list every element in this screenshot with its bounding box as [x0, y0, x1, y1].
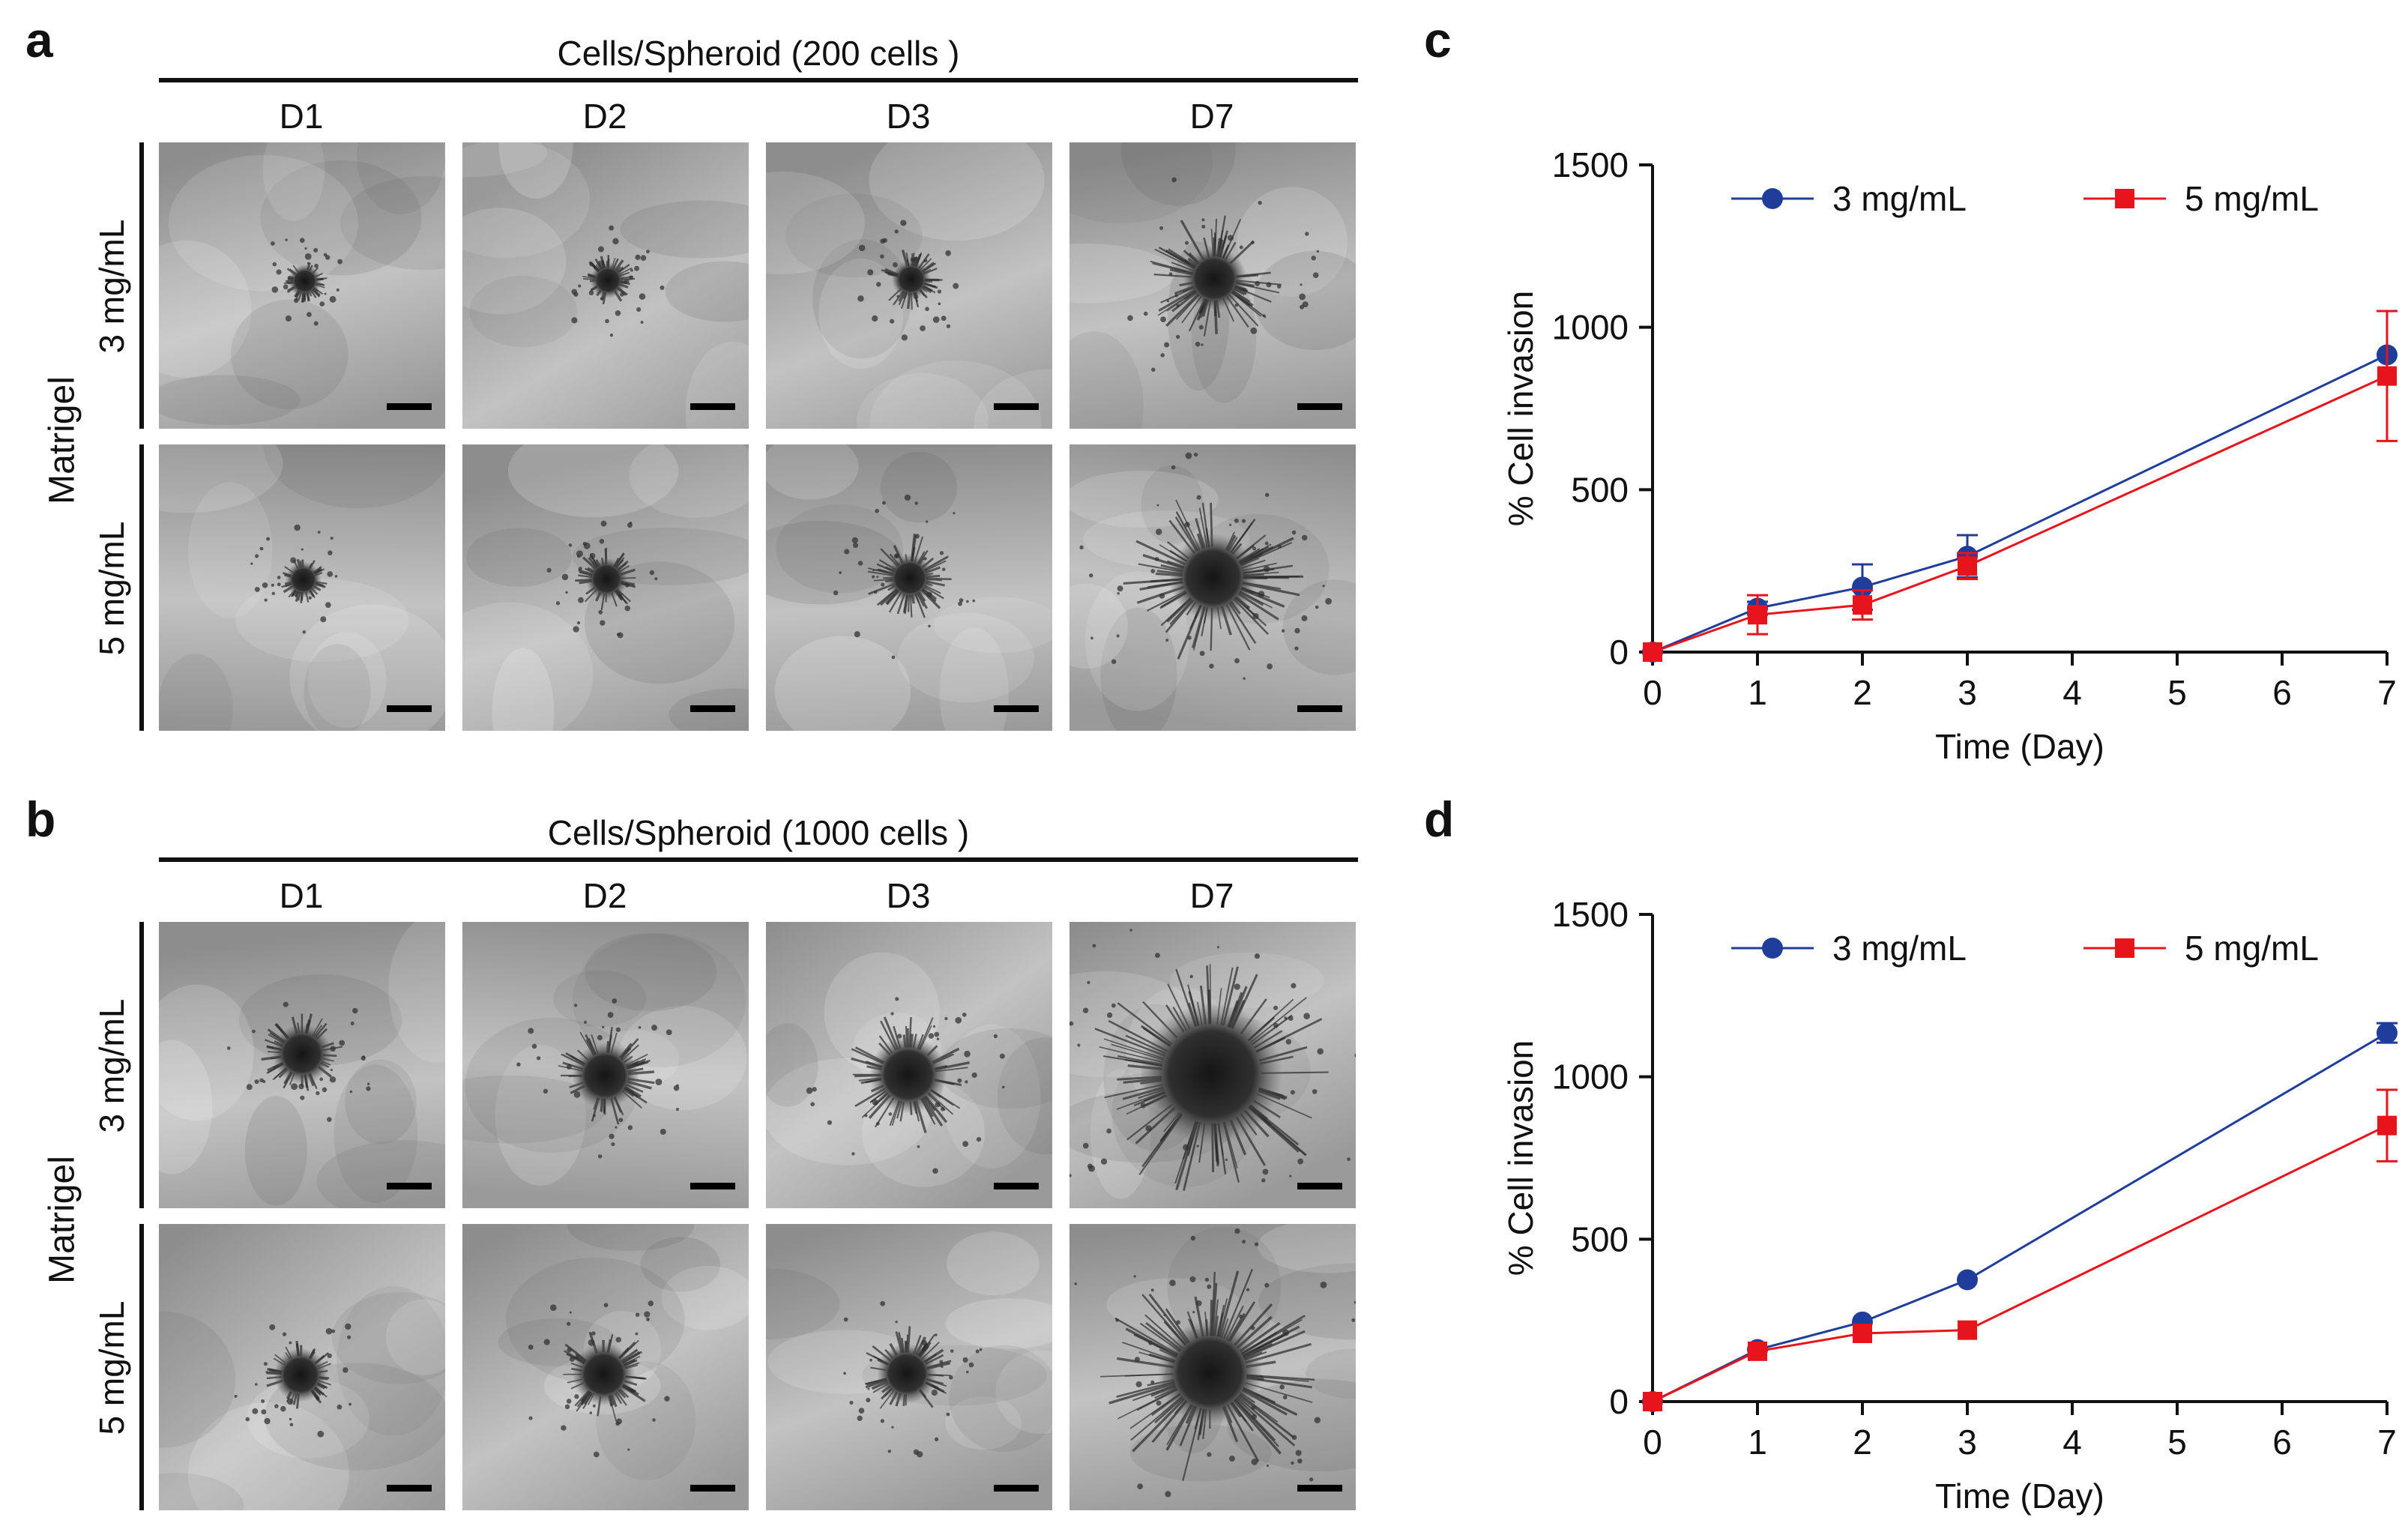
x-tick-label: 4 [2063, 673, 2082, 712]
panel-b-row-bracket-top [139, 922, 144, 1208]
data-point [1853, 595, 1872, 615]
x-tick-label: 7 [2377, 1423, 2397, 1462]
panel-b-day-7: D7 [1189, 876, 1234, 915]
panel-b-day-3: D3 [886, 876, 931, 915]
y-tick-label: 0 [1609, 1382, 1629, 1421]
y-axis-label: % Cell invasion [1501, 291, 1540, 526]
micrograph-b-3mg-d3 [766, 922, 1052, 1208]
micrograph-a-3mg-d3 [766, 142, 1052, 429]
legend-marker [2115, 938, 2134, 958]
data-point [1958, 1320, 1977, 1340]
data-point [1643, 1392, 1662, 1411]
micrograph-a-5mg-d7 [1069, 444, 1356, 731]
panel-a-day-1: D1 [279, 97, 324, 136]
panel-a-day-2: D2 [582, 97, 627, 136]
y-tick-label: 1000 [1552, 1058, 1629, 1097]
panel-letter-c: c [1424, 12, 1452, 67]
panel-letter-a: a [25, 12, 53, 67]
legend-label: 5 mg/mL [2185, 929, 2319, 968]
x-tick-label: 1 [1748, 673, 1767, 712]
x-tick-label: 2 [1853, 673, 1872, 712]
x-tick-label: 0 [1643, 673, 1662, 712]
y-tick-label: 500 [1571, 470, 1629, 509]
y-tick-label: 1500 [1552, 145, 1629, 184]
micrograph-b-3mg-d2 [462, 922, 749, 1208]
legend-label: 5 mg/mL [2185, 179, 2319, 218]
x-tick-label: 5 [2167, 673, 2187, 712]
micrograph-b-5mg-d1 [159, 1224, 445, 1510]
panel-b-row-bracket-bottom [139, 1224, 144, 1510]
micrograph-a-3mg-d7 [1069, 142, 1356, 429]
x-tick-label: 7 [2377, 673, 2397, 712]
panel-b-cells-title: Cells/Spheroid (1000 cells ) [547, 813, 970, 852]
legend-marker [2115, 189, 2134, 208]
data-point [1957, 1269, 1978, 1291]
legend-marker [1762, 938, 1783, 959]
x-tick-label: 6 [2272, 1423, 2292, 1462]
legend-label: 3 mg/mL [1832, 179, 1967, 218]
x-tick-label: 5 [2167, 1423, 2187, 1462]
data-point [1853, 1324, 1872, 1343]
data-point [1748, 1341, 1767, 1361]
micrograph-b-5mg-d7 [1069, 1224, 1356, 1510]
invasion-chart-d: 0 500 1000 1500 0 1 2 3 4 5 6 7 Time (Day) % Cell inv… [1469, 862, 2398, 1522]
micrograph-b-5mg-d3 [766, 1224, 1052, 1510]
data-point [2377, 1022, 2398, 1044]
data-point [1748, 605, 1767, 625]
y-axis-label: % Cell invasion [1501, 1040, 1540, 1276]
panel-a-row-bracket-bottom [139, 444, 144, 731]
panel-b-matrigel-label: Matrigel [42, 1156, 82, 1284]
data-point [1852, 576, 1873, 598]
micrograph-b-5mg-d2 [462, 1224, 749, 1510]
panel-a-row-label-3mg: 3 mg/mL [92, 219, 131, 354]
panel-letter-b: b [25, 791, 56, 847]
panel-b-row-label-3mg: 3 mg/mL [92, 998, 131, 1133]
panel-a-row-label-5mg: 5 mg/mL [92, 521, 131, 656]
x-tick-label: 3 [1958, 673, 1977, 712]
x-tick-label: 2 [1853, 1423, 1872, 1462]
legend-label: 3 mg/mL [1832, 929, 1967, 968]
micrograph-a-5mg-d1 [159, 444, 445, 731]
y-tick-label: 1500 [1552, 895, 1629, 934]
data-point [1643, 642, 1662, 662]
panel-a-title-rule [159, 78, 1358, 82]
panel-a-row-bracket-top [139, 142, 144, 429]
micrograph-a-5mg-d3 [766, 444, 1052, 731]
micrograph-a-3mg-d2 [462, 142, 749, 429]
panel-a-day-7: D7 [1189, 97, 1234, 136]
x-axis-label: Time (Day) [1935, 1477, 2104, 1516]
x-tick-label: 0 [1643, 1423, 1662, 1462]
x-axis-label: Time (Day) [1935, 727, 2104, 766]
data-point [2377, 1115, 2397, 1136]
legend-marker [1762, 188, 1783, 209]
micrograph-b-3mg-d7 [1069, 922, 1356, 1208]
panel-b-day-2: D2 [582, 876, 627, 915]
micrograph-a-3mg-d1 [159, 142, 445, 429]
panel-a-matrigel-label: Matrigel [42, 376, 82, 504]
y-tick-label: 500 [1571, 1219, 1629, 1258]
panel-a-cells-title: Cells/Spheroid (200 cells ) [557, 34, 960, 73]
panel-a-day-3: D3 [886, 97, 931, 136]
x-tick-label: 4 [2063, 1423, 2082, 1462]
x-tick-label: 1 [1748, 1423, 1767, 1462]
invasion-chart-c: 0 500 1000 1500 0 1 2 3 4 5 6 7 Time (Day) % Cell inv… [1469, 112, 2398, 772]
data-point [2377, 366, 2397, 386]
data-point [1958, 556, 1977, 576]
panel-b-day-1: D1 [279, 876, 324, 915]
panel-b-title-rule [159, 857, 1358, 862]
panel-letter-d: d [1424, 791, 1455, 847]
x-tick-label: 6 [2272, 673, 2292, 712]
panel-b-row-label-5mg: 5 mg/mL [92, 1300, 131, 1435]
y-tick-label: 0 [1609, 633, 1629, 672]
y-tick-label: 1000 [1552, 308, 1629, 347]
micrograph-a-5mg-d2 [462, 444, 749, 731]
x-tick-label: 3 [1958, 1423, 1977, 1462]
micrograph-b-3mg-d1 [159, 922, 445, 1208]
